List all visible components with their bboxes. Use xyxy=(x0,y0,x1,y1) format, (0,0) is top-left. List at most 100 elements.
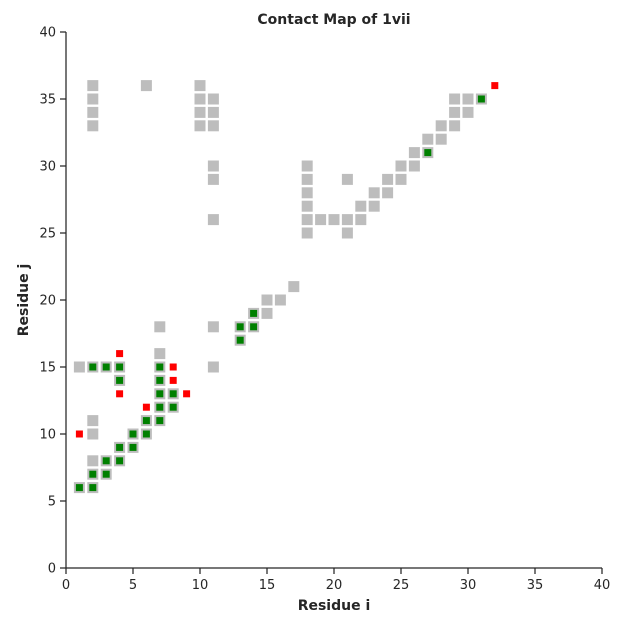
x-tick-label: 25 xyxy=(393,578,410,593)
gray-square-point-53 xyxy=(382,173,394,185)
y-tick-label: 0 xyxy=(48,562,56,577)
y-tick-label: 10 xyxy=(39,428,56,443)
gray-square-point-41 xyxy=(315,214,327,226)
gray-square-point-43 xyxy=(341,214,353,226)
green-square-point-16 xyxy=(116,376,124,384)
gray-square-point-83 xyxy=(207,93,219,105)
gray-square-point-44 xyxy=(355,214,367,226)
red-square-point-1 xyxy=(142,403,150,411)
green-square-point-11 xyxy=(156,417,164,425)
gray-square-point-11 xyxy=(87,428,99,440)
x-axis-title: Residue i xyxy=(298,598,371,614)
gray-square-point-54 xyxy=(395,173,407,185)
red-square-point-6 xyxy=(116,350,124,358)
green-square-point-26 xyxy=(424,149,432,157)
x-tick-label: 30 xyxy=(460,578,477,593)
red-square-point-2 xyxy=(116,390,124,398)
gray-square-point-57 xyxy=(408,160,420,172)
gray-square-point-46 xyxy=(355,200,367,212)
gray-square-point-40 xyxy=(301,214,313,226)
green-square-point-21 xyxy=(156,363,164,371)
gray-square-point-27 xyxy=(154,348,166,360)
gray-square-point-35 xyxy=(261,294,273,306)
gray-square-point-4 xyxy=(87,455,99,467)
green-square-point-6 xyxy=(116,443,124,451)
gray-square-point-56 xyxy=(395,160,407,172)
x-tick-label: 20 xyxy=(326,578,343,593)
gray-square-point-67 xyxy=(462,93,474,105)
green-square-point-1 xyxy=(89,484,97,492)
y-tick-label: 30 xyxy=(39,160,56,175)
gray-square-point-29 xyxy=(207,321,219,333)
y-tick-label: 25 xyxy=(39,227,56,242)
x-tick-label: 15 xyxy=(259,578,276,593)
x-tick-label: 5 xyxy=(129,578,137,593)
red-square-point-0 xyxy=(75,430,83,438)
green-square-point-4 xyxy=(102,457,110,465)
y-axis-title: Residue j xyxy=(16,264,32,337)
gray-square-point-47 xyxy=(368,200,380,212)
gray-square-point-52 xyxy=(341,173,353,185)
gray-square-point-78 xyxy=(194,106,206,118)
gray-square-point-42 xyxy=(328,214,340,226)
y-tick-label: 20 xyxy=(39,294,56,309)
chart-title: Contact Map of 1vii xyxy=(257,12,410,28)
gray-square-point-76 xyxy=(140,80,152,92)
gray-square-point-21 xyxy=(73,361,85,373)
gray-square-point-69 xyxy=(207,214,219,226)
green-square-point-25 xyxy=(250,309,258,317)
gray-square-point-74 xyxy=(87,93,99,105)
gray-square-point-55 xyxy=(301,160,313,172)
y-tick-label: 40 xyxy=(39,26,56,41)
green-square-point-18 xyxy=(89,363,97,371)
green-square-point-14 xyxy=(156,390,164,398)
x-tick-label: 35 xyxy=(527,578,544,593)
green-square-point-27 xyxy=(477,95,485,103)
gray-square-point-48 xyxy=(301,187,313,199)
gray-square-point-61 xyxy=(435,133,447,145)
gray-square-point-38 xyxy=(301,227,313,239)
x-tick-label: 10 xyxy=(192,578,209,593)
y-tick-label: 35 xyxy=(39,93,56,108)
gray-square-point-73 xyxy=(87,106,99,118)
gray-square-point-77 xyxy=(194,120,206,132)
red-square-point-3 xyxy=(183,390,191,398)
gray-square-point-45 xyxy=(301,200,313,212)
green-square-point-0 xyxy=(75,484,83,492)
gray-square-point-58 xyxy=(408,147,420,159)
gray-square-point-79 xyxy=(194,93,206,105)
red-square-point-4 xyxy=(169,376,177,384)
green-square-point-2 xyxy=(89,470,97,478)
gray-square-point-65 xyxy=(462,106,474,118)
green-square-point-10 xyxy=(142,417,150,425)
green-square-point-5 xyxy=(116,457,124,465)
axes: 0 5 10 15 20 25 30 35 40 0 5 10 15 20 25 30 35 40 xyxy=(39,26,610,594)
gray-square-point-62 xyxy=(435,120,447,132)
gray-square-point-39 xyxy=(341,227,353,239)
gray-square-point-63 xyxy=(449,120,461,132)
gray-square-point-66 xyxy=(449,93,461,105)
green-square-point-15 xyxy=(169,390,177,398)
green-square-point-19 xyxy=(102,363,110,371)
gray-square-point-75 xyxy=(87,80,99,92)
gray-square-point-70 xyxy=(207,173,219,185)
y-tick-label: 5 xyxy=(48,495,56,510)
green-square-point-24 xyxy=(250,323,258,331)
green-square-point-22 xyxy=(236,336,244,344)
gray-square-point-80 xyxy=(194,80,206,92)
green-square-point-12 xyxy=(156,403,164,411)
gray-square-point-81 xyxy=(207,120,219,132)
red-square-point-5 xyxy=(169,363,177,371)
red-square-point-7 xyxy=(491,82,499,90)
gray-square-point-34 xyxy=(261,307,273,319)
gray-square-point-60 xyxy=(422,133,434,145)
gray-square-point-82 xyxy=(207,106,219,118)
gray-square-point-12 xyxy=(87,415,99,427)
gray-square-point-49 xyxy=(368,187,380,199)
green-square-point-7 xyxy=(129,443,137,451)
gray-square-point-51 xyxy=(301,173,313,185)
gray-square-point-36 xyxy=(274,294,286,306)
gray-square-point-64 xyxy=(449,106,461,118)
green-square-point-23 xyxy=(236,323,244,331)
